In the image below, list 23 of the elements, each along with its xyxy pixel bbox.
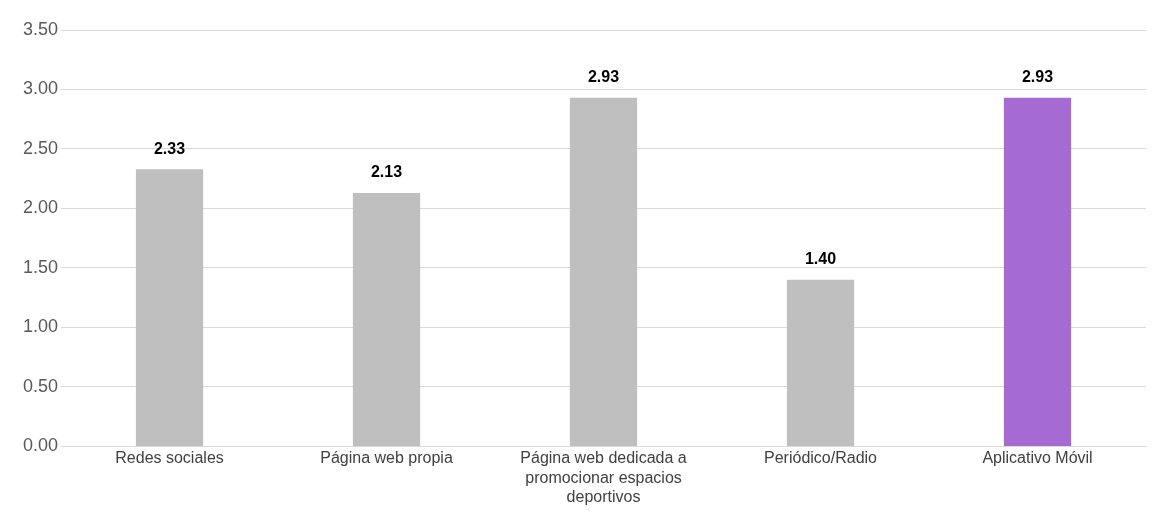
- y-tick-label: 3.50: [22, 18, 59, 39]
- data-label: 2.93: [1021, 68, 1054, 86]
- y-tick-label: 1.50: [22, 256, 59, 277]
- y-tick-label: 0.50: [22, 375, 59, 396]
- y-tick-label: 0.00: [22, 435, 59, 456]
- x-tick-label: Redes sociales: [115, 449, 224, 467]
- x-tick-label: Aplicativo Móvil: [982, 449, 1093, 467]
- data-label: 2.33: [153, 139, 186, 157]
- y-tick-label: 3.00: [22, 78, 59, 99]
- data-label: 2.93: [587, 68, 620, 86]
- y-tick-label: 2.00: [22, 197, 59, 218]
- bar: [569, 97, 638, 446]
- bar: [786, 279, 855, 446]
- bar: [352, 192, 421, 446]
- y-tick-label: 2.50: [22, 137, 59, 158]
- data-label: 1.40: [804, 250, 837, 268]
- bar: [135, 169, 204, 446]
- x-tick-label: Página web propia: [320, 449, 453, 467]
- x-tick-label: Periódico/Radio: [764, 449, 878, 467]
- bar: [1003, 97, 1072, 446]
- data-label: 2.13: [370, 163, 403, 181]
- x-tick-label: Página web dedicada a promocionar espacios deportivos: [520, 449, 687, 505]
- y-tick-label: 1.00: [22, 316, 59, 337]
